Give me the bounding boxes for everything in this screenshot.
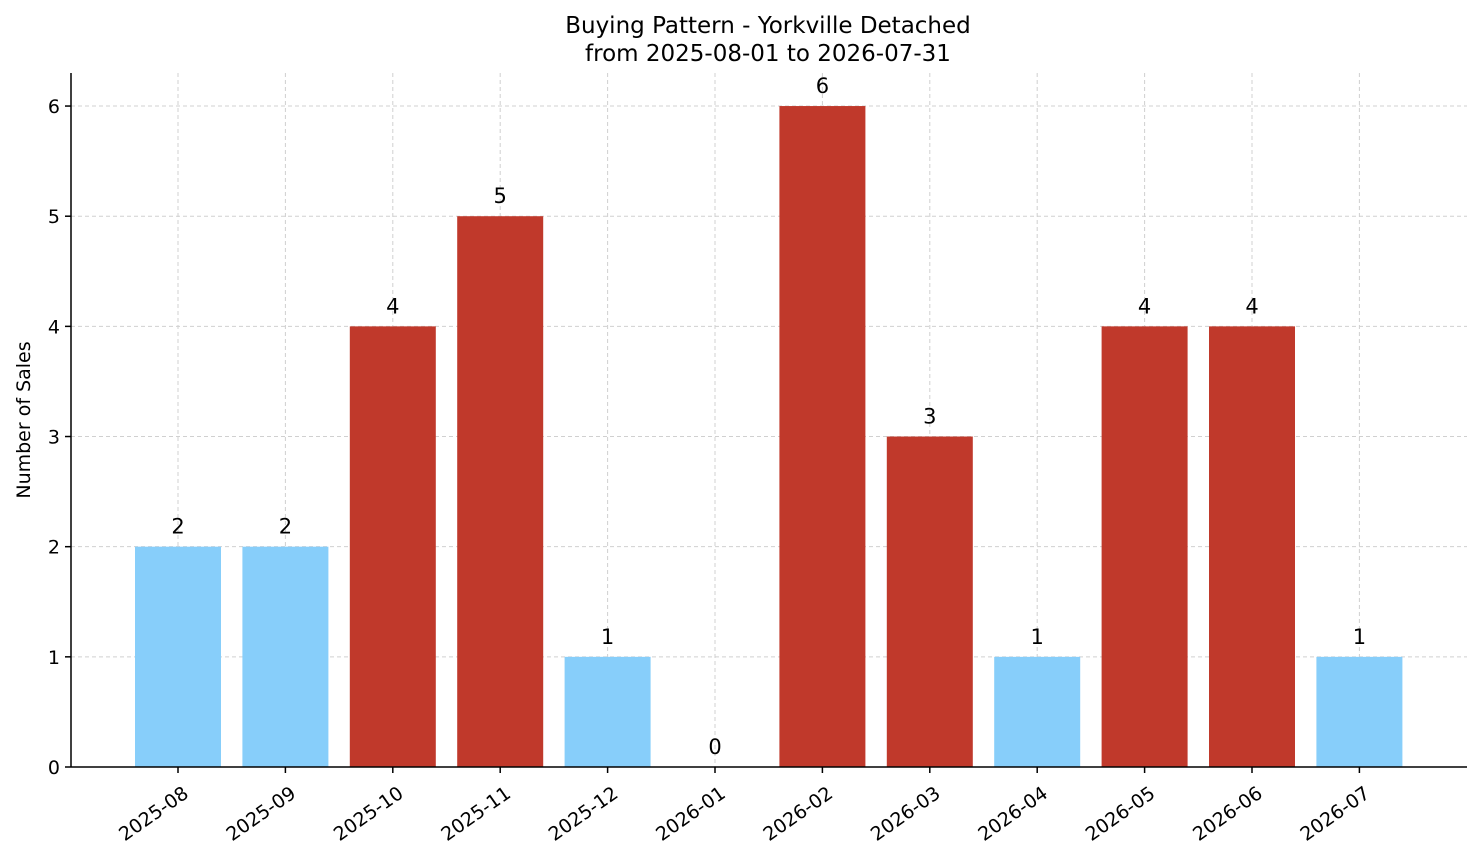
x-tick-label: 2026-04 <box>974 782 1052 846</box>
x-tick-label: 2026-01 <box>652 782 730 846</box>
bar-2026-04 <box>994 656 1081 767</box>
bars-layer <box>135 106 1403 768</box>
bar-value-label: 1 <box>601 625 614 649</box>
bar-value-label: 1 <box>1031 625 1044 649</box>
bar-2026-05 <box>1101 326 1188 767</box>
x-tick-label: 2025-10 <box>330 782 408 846</box>
y-tick-label: 6 <box>48 96 60 118</box>
y-tick-label: 1 <box>48 647 60 669</box>
bar-value-label: 4 <box>1245 294 1258 318</box>
bar-value-label: 6 <box>816 74 829 98</box>
bar-2025-10 <box>349 326 436 767</box>
bar-value-label: 0 <box>708 735 721 759</box>
y-tick-label: 5 <box>48 206 60 228</box>
bar-value-label: 5 <box>494 184 507 208</box>
x-tick-label: 2025-09 <box>222 782 300 846</box>
bar-value-label: 1 <box>1353 625 1366 649</box>
chart-title-line-2: from 2025-08-01 to 2026-07-31 <box>585 41 951 67</box>
bar-2025-12 <box>564 656 651 767</box>
x-tick-label: 2026-07 <box>1296 782 1374 846</box>
bar-2025-11 <box>457 216 544 767</box>
x-tick-label: 2026-02 <box>759 782 837 846</box>
bar-value-label: 4 <box>1138 294 1151 318</box>
x-tick-label: 2026-06 <box>1189 782 1267 846</box>
chart-title-line-1: Buying Pattern - Yorkville Detached <box>565 13 971 39</box>
bar-2025-08 <box>135 546 221 767</box>
y-axis-label: Number of Sales <box>13 341 35 498</box>
x-tick-label: 2025-11 <box>437 782 515 846</box>
bar-2026-02 <box>779 106 866 768</box>
y-tick-label: 4 <box>48 316 60 338</box>
bar-value-label: 2 <box>279 515 292 539</box>
axes-layer <box>65 73 1467 773</box>
bar-2026-03 <box>886 436 973 767</box>
bar-2025-09 <box>242 546 329 767</box>
y-tick-label: 0 <box>48 757 60 779</box>
x-tick-label: 2025-08 <box>115 782 193 846</box>
bar-2026-07 <box>1316 656 1403 767</box>
bar-value-label: 2 <box>171 515 184 539</box>
x-tick-label: 2025-12 <box>545 782 623 846</box>
x-tick-label: 2026-03 <box>867 782 945 846</box>
y-tick-label: 2 <box>48 537 60 559</box>
bar-value-label: 3 <box>923 405 936 429</box>
bar-2026-06 <box>1209 326 1295 767</box>
bar-value-label: 4 <box>386 294 399 318</box>
y-tick-label: 3 <box>48 427 60 449</box>
x-tick-label: 2026-05 <box>1082 782 1160 846</box>
